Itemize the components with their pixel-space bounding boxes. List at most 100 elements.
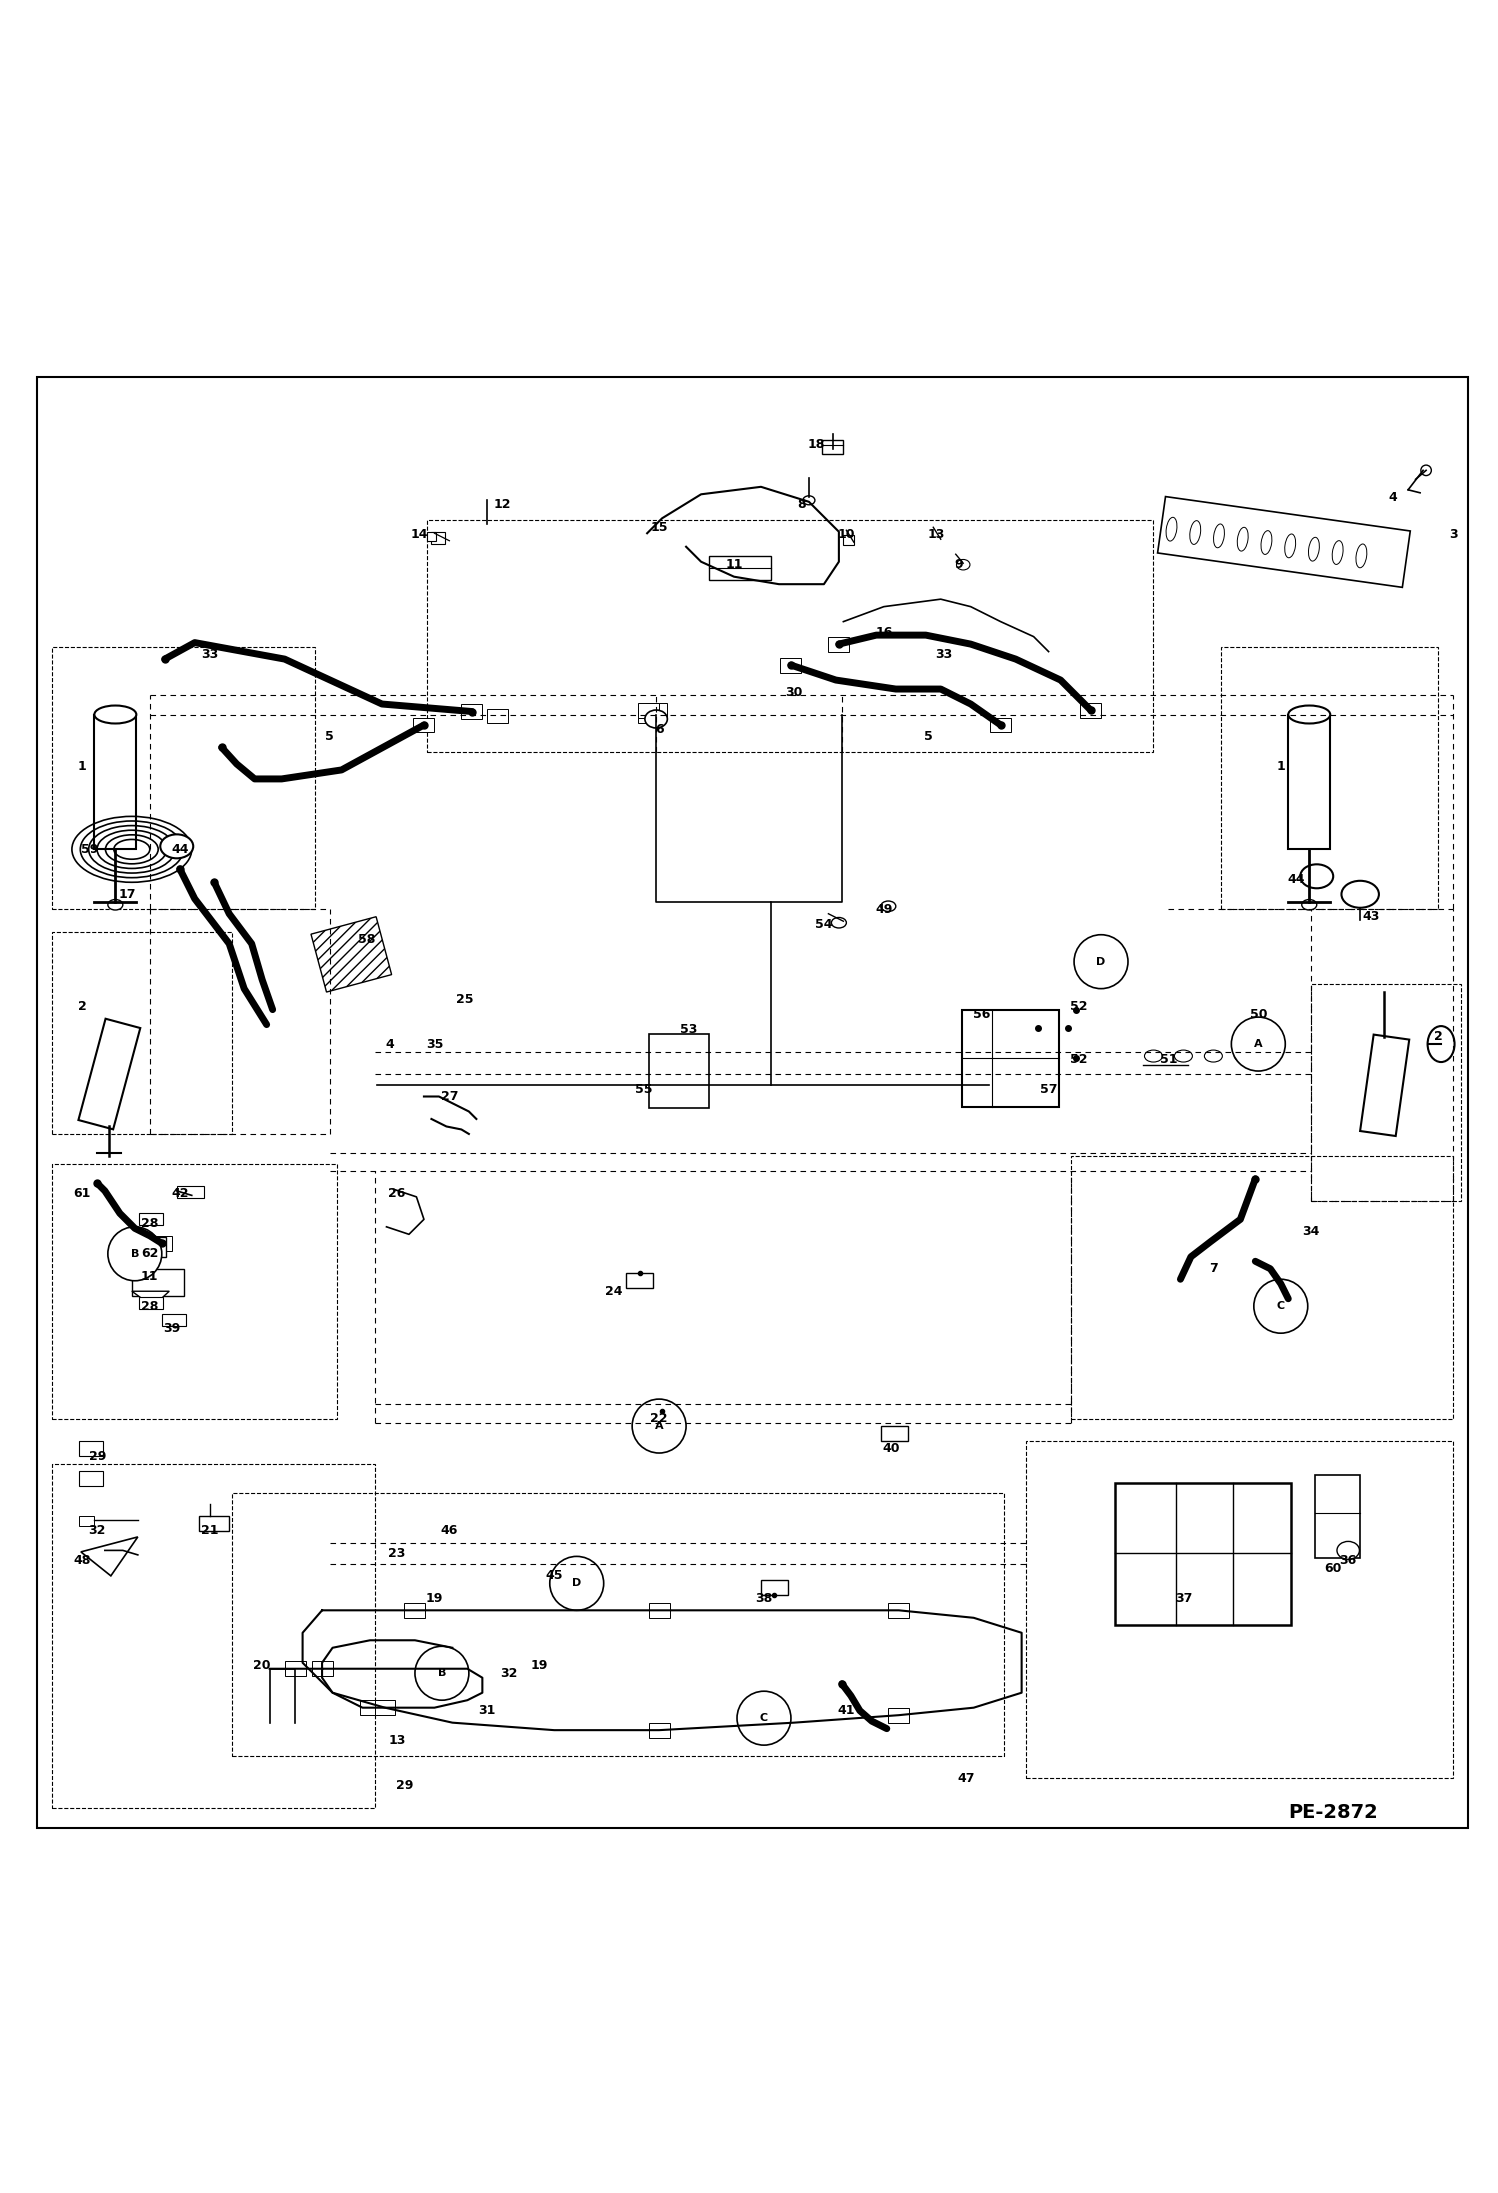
Text: 44: 44	[1287, 873, 1305, 886]
Text: 18: 18	[807, 439, 825, 452]
Circle shape	[632, 1399, 686, 1454]
Circle shape	[108, 1226, 162, 1281]
Bar	[360, 1700, 380, 1715]
Text: 61: 61	[73, 1186, 91, 1200]
Text: 21: 21	[201, 1524, 219, 1537]
Text: 44: 44	[171, 842, 189, 855]
Bar	[843, 535, 854, 546]
Text: 3: 3	[1449, 529, 1458, 542]
Text: 60: 60	[1324, 1561, 1342, 1575]
Text: 42: 42	[171, 1186, 189, 1200]
Bar	[888, 1603, 909, 1618]
Bar	[139, 1237, 166, 1257]
Bar	[151, 1237, 172, 1250]
Text: C: C	[759, 1713, 768, 1724]
Text: 48: 48	[73, 1555, 91, 1568]
Bar	[162, 1314, 186, 1327]
Text: 39: 39	[163, 1322, 181, 1336]
Circle shape	[1074, 934, 1128, 989]
Ellipse shape	[1356, 544, 1366, 568]
Text: 33: 33	[201, 649, 219, 660]
Text: 36: 36	[1339, 1555, 1357, 1568]
Bar	[1115, 1482, 1291, 1625]
Ellipse shape	[1285, 533, 1296, 557]
Text: 19: 19	[530, 1660, 548, 1673]
Ellipse shape	[1302, 899, 1317, 910]
Text: 6: 6	[655, 724, 664, 737]
Text: 55: 55	[635, 1083, 653, 1096]
Text: 4: 4	[1389, 491, 1398, 504]
Bar	[1360, 1035, 1410, 1136]
Circle shape	[415, 1647, 469, 1700]
Bar	[79, 1441, 103, 1456]
Bar	[79, 1472, 103, 1487]
Text: 5: 5	[325, 730, 334, 743]
Bar	[427, 520, 1153, 752]
Text: 2: 2	[1434, 1031, 1443, 1044]
Text: 49: 49	[875, 904, 893, 917]
Text: 43: 43	[1362, 910, 1380, 923]
Ellipse shape	[831, 917, 846, 928]
Text: 32: 32	[500, 1667, 518, 1680]
Text: 4: 4	[385, 1037, 394, 1050]
Text: 1: 1	[78, 761, 87, 774]
Text: 5: 5	[924, 730, 933, 743]
Bar	[374, 1700, 395, 1715]
Text: 19: 19	[425, 1592, 443, 1605]
Bar	[78, 1020, 141, 1129]
Ellipse shape	[803, 496, 815, 504]
Bar	[413, 717, 434, 732]
Ellipse shape	[1428, 1026, 1455, 1061]
Text: 40: 40	[882, 1443, 900, 1454]
Bar	[52, 647, 315, 910]
Bar	[780, 658, 801, 673]
Bar	[828, 636, 849, 651]
Ellipse shape	[1300, 864, 1333, 888]
Ellipse shape	[1213, 524, 1224, 548]
Ellipse shape	[1165, 518, 1177, 542]
Bar	[1288, 715, 1330, 849]
Text: 15: 15	[650, 520, 668, 533]
Text: 8: 8	[797, 498, 806, 511]
Bar	[962, 1009, 1059, 1107]
Text: 34: 34	[1302, 1226, 1320, 1237]
Circle shape	[1254, 1279, 1308, 1333]
Text: D: D	[572, 1579, 581, 1588]
Text: 54: 54	[815, 917, 833, 930]
Bar	[709, 555, 771, 579]
Bar	[79, 1515, 94, 1526]
Text: 62: 62	[141, 1248, 159, 1261]
Bar	[232, 1493, 1004, 1757]
Text: 16: 16	[875, 625, 893, 638]
Text: 11: 11	[725, 559, 743, 570]
Ellipse shape	[1332, 542, 1344, 564]
Text: 52: 52	[1070, 1053, 1088, 1066]
Text: 41: 41	[837, 1704, 855, 1717]
Ellipse shape	[644, 711, 668, 728]
Text: 25: 25	[455, 993, 473, 1007]
Text: 37: 37	[1174, 1592, 1192, 1605]
Text: 20: 20	[253, 1660, 271, 1673]
Ellipse shape	[881, 901, 896, 912]
Text: 59: 59	[81, 842, 99, 855]
Bar	[888, 1708, 909, 1724]
Ellipse shape	[1189, 520, 1201, 544]
Ellipse shape	[1420, 465, 1431, 476]
Bar	[638, 702, 659, 717]
Bar	[431, 531, 445, 544]
Text: 10: 10	[837, 529, 855, 542]
Text: D: D	[1097, 956, 1106, 967]
Text: 53: 53	[680, 1022, 698, 1035]
Bar	[881, 1425, 908, 1441]
Bar	[626, 1274, 653, 1287]
Bar	[177, 1186, 204, 1197]
Bar	[1311, 985, 1461, 1202]
Bar	[649, 1603, 670, 1618]
Circle shape	[737, 1691, 791, 1746]
Bar	[649, 1033, 709, 1107]
Text: 38: 38	[755, 1592, 773, 1605]
Ellipse shape	[1308, 537, 1320, 561]
Text: 33: 33	[935, 649, 953, 660]
Text: 28: 28	[141, 1300, 159, 1314]
Text: 28: 28	[141, 1217, 159, 1230]
